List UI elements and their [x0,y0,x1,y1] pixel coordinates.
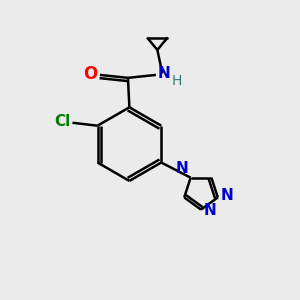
Text: N: N [158,66,170,81]
Text: O: O [83,65,98,83]
Text: N: N [176,161,189,176]
Text: Cl: Cl [55,114,71,129]
Text: N: N [220,188,233,203]
Text: H: H [171,74,182,88]
Text: N: N [203,203,216,218]
